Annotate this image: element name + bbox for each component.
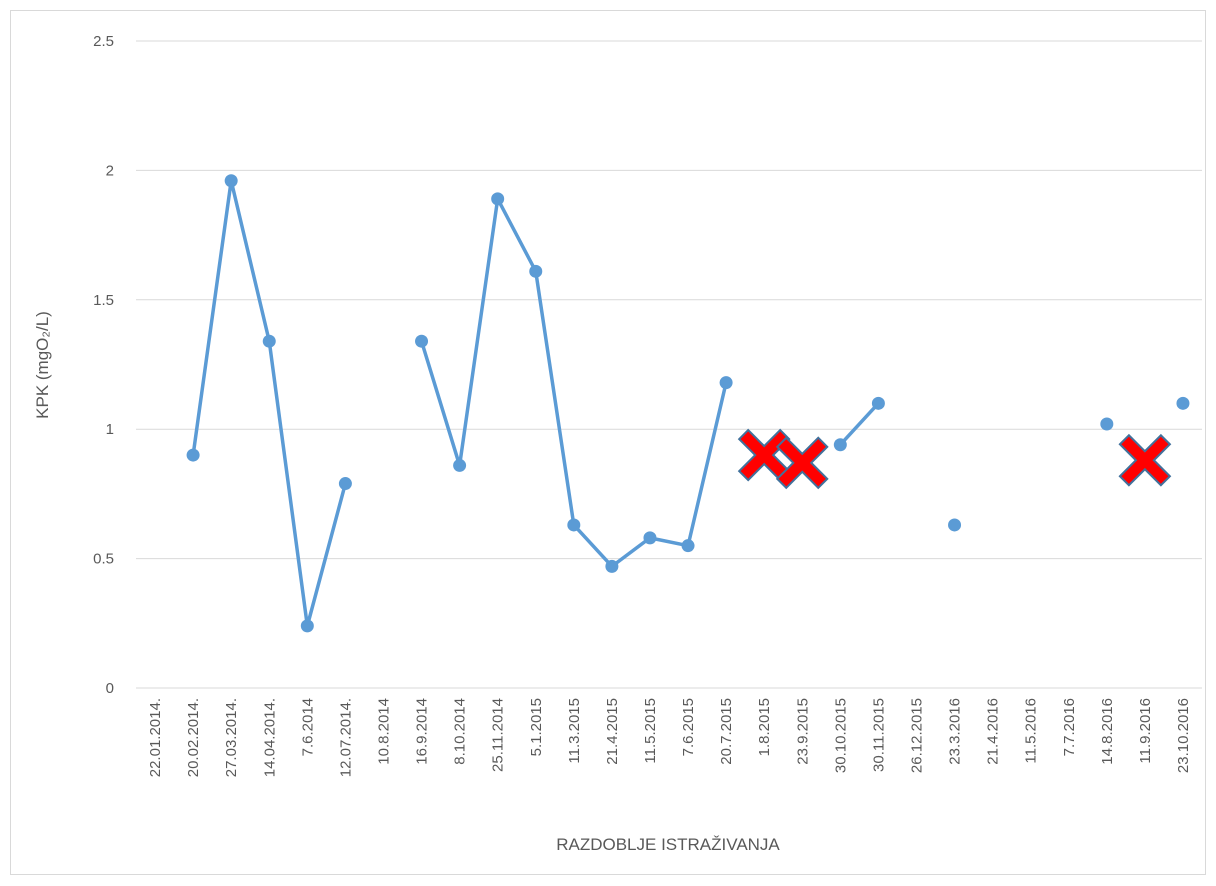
point [833, 438, 847, 452]
x-marker [775, 436, 829, 490]
point [300, 619, 314, 633]
y-tick-label: 1 [106, 421, 114, 438]
y-axis-label: KPK (mgO₂/L) [33, 311, 52, 419]
x-tick-label: 5.1.2015 [528, 698, 545, 756]
x-tick-label: 20.02.2014. [185, 698, 202, 777]
x-tick-label: 23.10.2016 [1175, 698, 1192, 773]
x-tick-label: 26.12.2015 [908, 698, 925, 773]
x-tick-label: 11.3.2015 [566, 698, 583, 764]
point [491, 192, 505, 206]
point [719, 376, 733, 390]
point [1176, 396, 1190, 410]
x-tick-label: 16.9.2014 [414, 698, 431, 765]
x-tick-label: 11.5.2016 [1023, 698, 1040, 764]
point [186, 448, 200, 462]
series-line [839, 402, 880, 446]
x-tick-label: 1.8.2015 [756, 698, 773, 756]
point [529, 264, 543, 278]
x-tick-label: 22.01.2014. [147, 698, 164, 777]
x-tick-label: 30.10.2015 [832, 698, 849, 773]
point [262, 334, 276, 348]
x-tick-label: 7.7.2016 [1061, 698, 1078, 756]
y-tick-label: 1.5 [93, 292, 114, 309]
x-tick-label: 30.11.2015 [870, 698, 887, 772]
x-tick-label: 7.6.2014 [299, 698, 316, 756]
x-tick-label: 21.4.2015 [604, 698, 621, 765]
x-tick-label: 20.7.2015 [718, 698, 735, 765]
x-tick-label: 21.4.2016 [985, 698, 1002, 765]
x-tick-label: 23.9.2015 [794, 698, 811, 765]
point [453, 458, 467, 472]
point [567, 518, 581, 532]
point [605, 559, 619, 573]
chart-border [10, 10, 1206, 875]
x-tick-label: 8.10.2014 [452, 698, 469, 765]
point [338, 477, 352, 491]
x-tick-label: 27.03.2014. [223, 698, 240, 777]
x-tick-label: 11.5.2015 [642, 698, 659, 764]
x-tick-label: 14.04.2014. [261, 698, 278, 777]
point [948, 518, 962, 532]
x-tick-label: 7.6.2015 [680, 698, 697, 756]
x-tick-label: 10.8.2014 [375, 698, 392, 765]
x-axis-label: RAZDOBLJE ISTRAŽIVANJA [556, 835, 780, 854]
x-tick-label: 11.9.2016 [1137, 698, 1154, 764]
x-tick-label: 23.3.2016 [947, 698, 964, 765]
x-marker [1118, 433, 1172, 487]
point [415, 334, 429, 348]
x-tick-label: 12.07.2014. [337, 698, 354, 777]
y-tick-label: 0 [106, 680, 114, 697]
y-tick-label: 2.5 [93, 33, 114, 50]
y-tick-label: 2 [106, 162, 114, 179]
x-tick-label: 25.11.2014 [490, 698, 507, 772]
point [1100, 417, 1114, 431]
point [224, 174, 238, 188]
point [643, 531, 657, 545]
y-tick-label: 0.5 [93, 551, 114, 568]
point [871, 396, 885, 410]
point [681, 539, 695, 553]
x-tick-label: 14.8.2016 [1099, 698, 1116, 765]
